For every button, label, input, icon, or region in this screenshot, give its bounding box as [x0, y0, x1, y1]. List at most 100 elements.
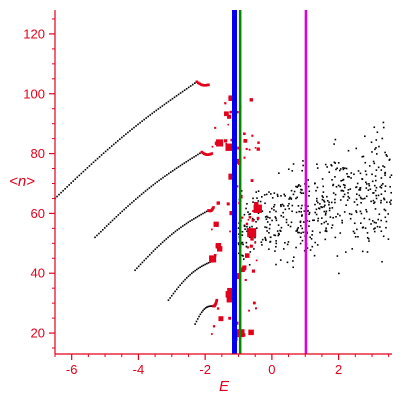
scatter-point — [376, 131, 379, 134]
curve-point — [133, 200, 135, 202]
scatter-point — [380, 169, 383, 171]
scatter-point — [325, 227, 327, 229]
scatter-point — [333, 143, 335, 145]
scatter-point — [269, 211, 271, 213]
scatter-point — [311, 234, 313, 236]
scatter-point — [238, 243, 240, 246]
curve-point — [139, 263, 142, 266]
scatter-point — [358, 194, 361, 197]
scatter-point — [275, 240, 277, 242]
scatter-point — [334, 236, 337, 239]
scatter-point — [375, 186, 378, 189]
scatter-point — [307, 185, 310, 188]
curve-point — [206, 306, 208, 308]
scatter-point — [265, 193, 268, 196]
scatter-point — [296, 228, 299, 231]
scatter-point — [247, 211, 249, 213]
scatter-point — [372, 199, 375, 202]
scatter-point — [375, 222, 377, 224]
scatter-point — [297, 231, 299, 234]
scatter-point — [238, 252, 240, 255]
curve-point — [123, 208, 125, 211]
curve-point — [174, 230, 177, 233]
red-point — [212, 325, 216, 328]
scatter-point — [288, 198, 290, 200]
scatter-point — [373, 162, 376, 165]
scatter-point — [330, 164, 333, 167]
curve-point — [169, 235, 171, 237]
red-point — [248, 148, 251, 151]
scatter-point — [348, 212, 351, 215]
scatter-point — [270, 207, 273, 210]
curve-point — [98, 232, 100, 235]
scatter-point — [284, 195, 286, 197]
scatter-point — [296, 186, 299, 188]
scatter-point — [257, 218, 259, 221]
scatter-point — [299, 221, 302, 224]
curve-point — [175, 288, 178, 291]
scatter-point — [386, 155, 388, 158]
scatter-point — [317, 201, 319, 204]
scatter-point — [347, 188, 350, 191]
scatter-point — [301, 227, 304, 230]
scatter-point — [264, 238, 267, 241]
scatter-point — [340, 179, 342, 182]
scatter-point — [300, 192, 303, 195]
scatter-point — [252, 197, 254, 200]
scatter-point — [382, 165, 384, 167]
scatter-point — [382, 126, 385, 129]
scatter-point — [366, 251, 369, 253]
scatter-point — [282, 211, 284, 214]
scatter-point — [308, 225, 310, 227]
scatter-point — [334, 198, 336, 201]
scatter-point — [328, 209, 331, 212]
scatter-point — [330, 164, 332, 166]
scatter-point — [339, 168, 342, 170]
curve-point — [187, 221, 190, 224]
scatter-point — [330, 201, 333, 204]
scatter-point — [322, 185, 324, 188]
scatter-point — [277, 195, 279, 198]
scatter-point — [301, 189, 303, 191]
scatter-point — [373, 201, 376, 204]
scatter-point — [355, 198, 358, 201]
curve-point — [185, 87, 188, 90]
scatter-point — [355, 147, 358, 150]
red-curve-point — [198, 82, 202, 86]
scatter-point — [323, 205, 325, 208]
scatter-point — [275, 242, 278, 245]
scatter-point — [347, 192, 349, 194]
curve-point — [152, 184, 155, 186]
curve-point — [109, 221, 112, 224]
scatter-point — [368, 184, 371, 187]
scatter-point — [237, 227, 240, 230]
scatter-point — [319, 231, 321, 234]
scatter-point — [278, 233, 281, 236]
scatter-point — [302, 231, 304, 234]
scatter-point — [326, 166, 328, 168]
scatter-point — [311, 245, 314, 248]
scatter-point — [300, 188, 302, 191]
scatter-point — [299, 236, 302, 239]
curve-point — [145, 117, 147, 119]
red-curve-point — [196, 81, 200, 85]
scatter-point — [292, 260, 294, 262]
scatter-point — [371, 151, 373, 153]
curve-point — [154, 182, 157, 185]
red-point — [245, 147, 248, 151]
scatter-point — [257, 200, 260, 202]
scatter-point — [245, 207, 247, 210]
scatter-point — [323, 199, 325, 202]
y-tick-label: 60 — [31, 206, 45, 221]
curve-point — [102, 152, 105, 154]
scatter-point — [335, 185, 338, 188]
red-point — [228, 95, 234, 101]
scatter-point — [365, 210, 368, 213]
scatter-point — [317, 217, 320, 220]
curve-point — [199, 266, 201, 269]
scatter-point — [342, 178, 345, 181]
scatter-point — [325, 229, 327, 231]
scatter-point — [246, 230, 248, 233]
scatter-point — [315, 208, 318, 211]
red-point — [240, 267, 245, 272]
